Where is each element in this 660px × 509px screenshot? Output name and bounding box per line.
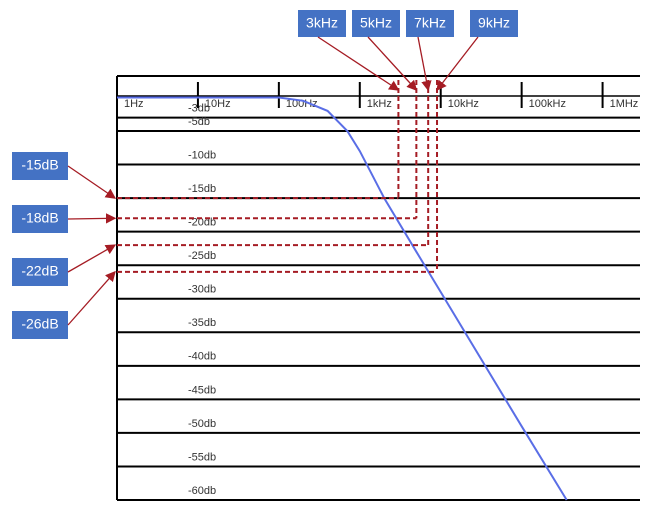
y-tick-label: -20db <box>188 217 216 229</box>
y-tick-label: -25db <box>188 250 216 262</box>
y-tick-label: -15db <box>188 183 216 195</box>
freq-label: 9kHz <box>478 15 510 31</box>
level-label: -26dB <box>21 316 58 332</box>
freq-box <box>406 10 454 37</box>
level-label: -15dB <box>21 157 58 173</box>
y-tick-label: -5db <box>188 116 210 128</box>
level-box <box>12 152 68 180</box>
y-tick-label: -3db <box>188 103 210 115</box>
x-tick-label: 100kHz <box>529 98 566 110</box>
level-pointer <box>67 270 116 326</box>
freq-pointer <box>367 36 418 91</box>
level-pointer <box>67 244 117 273</box>
freq-box <box>352 10 400 37</box>
freq-label: 3kHz <box>306 15 338 31</box>
y-tick-label: -30db <box>188 284 216 296</box>
level-box <box>12 311 68 339</box>
y-tick-label: -55db <box>188 451 216 463</box>
x-tick-label: 1kHz <box>367 98 392 110</box>
freq-box <box>470 10 518 37</box>
x-tick-label: 100Hz <box>286 98 318 110</box>
level-box <box>12 258 68 286</box>
y-tick-label: -50db <box>188 418 216 430</box>
x-tick-label: 1MHz <box>610 98 639 110</box>
response-curve <box>117 96 568 501</box>
x-tick-label: 10kHz <box>448 98 479 110</box>
freq-pointer <box>417 36 432 92</box>
freq-label: 7kHz <box>414 15 446 31</box>
freq-label: 5kHz <box>360 15 392 31</box>
x-tick-label: 10Hz <box>205 98 231 110</box>
y-tick-label: -60db <box>188 485 216 497</box>
x-tick-label: 1Hz <box>124 98 144 110</box>
freq-pointer <box>436 36 479 92</box>
y-tick-label: -40db <box>188 351 216 363</box>
level-pointer <box>67 165 117 199</box>
freq-pointer <box>317 36 400 91</box>
level-label: -22dB <box>21 263 58 279</box>
freq-box <box>298 10 346 37</box>
level-label: -18dB <box>21 210 58 226</box>
level-pointer <box>67 213 117 224</box>
level-box <box>12 205 68 233</box>
y-tick-label: -35db <box>188 317 216 329</box>
y-tick-label: -10db <box>188 149 216 161</box>
y-tick-label: -45db <box>188 384 216 396</box>
